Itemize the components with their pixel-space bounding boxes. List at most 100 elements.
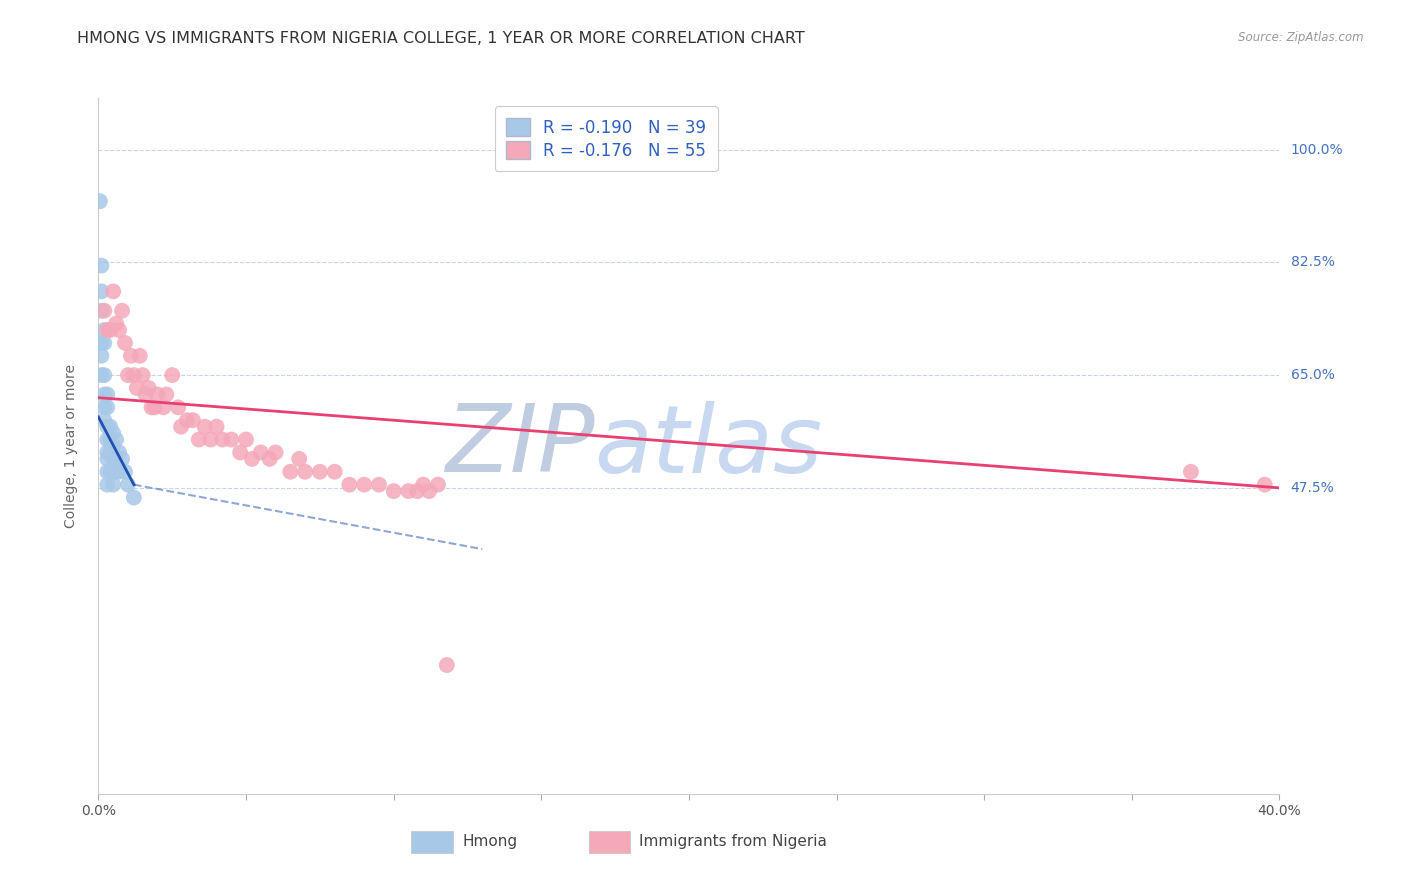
Point — [90, 368, 112, 383]
Point — [96, 451, 118, 466]
Text: Hmong: Hmong — [463, 834, 517, 849]
Point — [280, 465, 302, 479]
Point — [167, 401, 190, 415]
Point — [200, 433, 222, 447]
Point — [122, 368, 145, 383]
Point — [221, 433, 243, 447]
Point — [146, 387, 169, 401]
Point — [90, 303, 112, 318]
Point — [117, 477, 139, 491]
Text: 100.0%: 100.0% — [1291, 143, 1343, 157]
Point — [235, 433, 257, 447]
Point — [120, 349, 142, 363]
Point — [427, 477, 450, 491]
Point — [98, 445, 121, 459]
Point — [108, 445, 131, 459]
Point — [114, 335, 136, 350]
Point — [240, 451, 263, 466]
Point — [155, 387, 177, 401]
Point — [187, 433, 209, 447]
Point — [135, 387, 157, 401]
Point — [132, 368, 155, 383]
Point — [96, 419, 118, 434]
Point — [250, 445, 273, 459]
Point — [339, 477, 361, 491]
Point — [368, 477, 391, 491]
Point — [288, 451, 311, 466]
Point — [108, 465, 131, 479]
Point — [194, 419, 217, 434]
Point — [93, 323, 115, 337]
Point — [152, 401, 174, 415]
Point — [96, 445, 118, 459]
Text: 65.0%: 65.0% — [1291, 368, 1334, 382]
Point — [98, 323, 121, 337]
Point — [93, 387, 115, 401]
Point — [111, 451, 134, 466]
Point — [98, 419, 121, 434]
Point — [205, 419, 228, 434]
Point — [323, 465, 346, 479]
Point — [412, 477, 434, 491]
Point — [128, 349, 150, 363]
Point — [93, 303, 115, 318]
Point — [105, 465, 128, 479]
Point — [138, 381, 160, 395]
Point — [229, 445, 252, 459]
Point — [103, 285, 125, 299]
Y-axis label: College, 1 year or more: College, 1 year or more — [63, 364, 77, 528]
Point — [96, 401, 118, 415]
Point — [398, 484, 420, 499]
Point — [103, 477, 125, 491]
Point — [1180, 465, 1202, 479]
Point — [211, 433, 233, 447]
Point — [93, 335, 115, 350]
Point — [90, 259, 112, 273]
Point — [406, 484, 429, 499]
Point — [108, 323, 131, 337]
Point — [418, 484, 440, 499]
Point — [93, 401, 115, 415]
Point — [114, 465, 136, 479]
Point — [96, 387, 118, 401]
Point — [93, 413, 115, 427]
Point — [141, 401, 163, 415]
Point — [125, 381, 148, 395]
Point — [436, 658, 458, 673]
Point — [96, 477, 118, 491]
Point — [111, 303, 134, 318]
Point — [89, 194, 111, 209]
Point — [117, 368, 139, 383]
Point — [93, 368, 115, 383]
Point — [90, 335, 112, 350]
Point — [103, 439, 125, 453]
Point — [103, 465, 125, 479]
Text: HMONG VS IMMIGRANTS FROM NIGERIA COLLEGE, 1 YEAR OR MORE CORRELATION CHART: HMONG VS IMMIGRANTS FROM NIGERIA COLLEGE… — [77, 31, 806, 46]
Point — [105, 317, 128, 331]
Point — [382, 484, 405, 499]
Point — [143, 401, 166, 415]
Point — [259, 451, 281, 466]
Text: atlas: atlas — [595, 401, 823, 491]
Text: Immigrants from Nigeria: Immigrants from Nigeria — [640, 834, 827, 849]
Point — [105, 451, 128, 466]
Text: 47.5%: 47.5% — [1291, 481, 1334, 495]
Point — [96, 433, 118, 447]
Point — [353, 477, 375, 491]
Point — [176, 413, 198, 427]
Text: Source: ZipAtlas.com: Source: ZipAtlas.com — [1239, 31, 1364, 45]
Point — [90, 285, 112, 299]
Point — [309, 465, 332, 479]
Point — [105, 433, 128, 447]
Point — [294, 465, 316, 479]
Point — [96, 465, 118, 479]
FancyBboxPatch shape — [412, 830, 453, 853]
Point — [170, 419, 193, 434]
Point — [1254, 477, 1277, 491]
Legend: R = -0.190   N = 39, R = -0.176   N = 55: R = -0.190 N = 39, R = -0.176 N = 55 — [495, 106, 718, 171]
Text: 82.5%: 82.5% — [1291, 255, 1334, 269]
Point — [162, 368, 183, 383]
Point — [264, 445, 287, 459]
Point — [122, 491, 145, 505]
Text: ZIP: ZIP — [444, 401, 595, 491]
